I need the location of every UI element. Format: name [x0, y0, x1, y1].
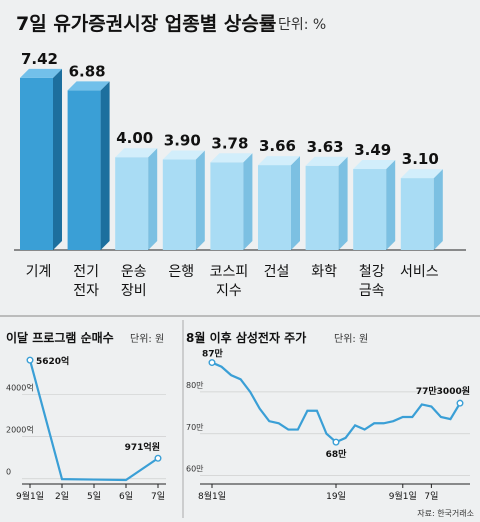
bar-side — [53, 68, 62, 250]
left-point-marker — [26, 356, 34, 364]
samsung-price-chart: 8월 이후 삼성전자 주가 단위: 원 60만 70만 80만 8월1일 19일 9월1일… — [186, 330, 474, 518]
category-label: 전기 — [73, 264, 99, 280]
bar-side — [100, 81, 110, 250]
bar-side — [386, 160, 396, 250]
bar-top — [353, 160, 396, 170]
left-x-tick: 6일 — [119, 491, 133, 502]
bar-4 — [210, 153, 253, 250]
bar-2 — [115, 148, 158, 250]
category-label: 건설 — [264, 264, 290, 280]
chart-unit: 단위: % — [278, 17, 326, 33]
samsung-price-line — [211, 361, 461, 444]
category-label: 철강 — [359, 264, 385, 280]
left-x-tick: 2일 — [55, 491, 69, 502]
bar-front — [400, 178, 434, 250]
category-label: 지수 — [216, 283, 242, 299]
category-label: 장비 — [121, 283, 147, 299]
category-label: 전자 — [73, 283, 99, 299]
bar-side — [291, 156, 300, 250]
bar-value-label: 7.42 — [21, 50, 58, 68]
bar-top — [400, 169, 443, 179]
bar-top — [115, 148, 158, 158]
bar-front — [305, 165, 339, 250]
right-x-tick: 8월1일 — [198, 490, 226, 502]
program-trading-chart: 이달 프로그램 순매수 단위: 원 0 2000억 4000억 9월1일 5620억 2일… — [6, 330, 166, 502]
right-x-tick: 19일 — [326, 491, 346, 502]
bar-top — [20, 68, 62, 78]
bar-top — [67, 81, 110, 91]
bar-top — [258, 156, 300, 166]
bar-7 — [353, 160, 396, 250]
right-y-tick: 80만 — [186, 381, 204, 390]
right-x-tick: 7일 — [424, 491, 438, 502]
bar-side — [243, 153, 253, 250]
bar-front — [115, 157, 149, 250]
bar-value-label: 3.10 — [402, 150, 439, 168]
category-label: 코스피 — [210, 264, 249, 280]
category-label: 화학 — [311, 264, 337, 280]
bar-value-label: 3.63 — [307, 138, 344, 156]
left-point-label: 971억원 — [125, 441, 160, 453]
bar-3 — [162, 150, 205, 250]
bar-top — [162, 150, 205, 160]
left-x-tick: 5일 — [87, 491, 101, 502]
bar-side — [433, 169, 443, 250]
bar-front — [162, 159, 196, 250]
category-label: 운송 — [121, 264, 147, 280]
right-point-label: 87만 — [202, 348, 224, 360]
bar-front — [20, 77, 53, 250]
bar-1 — [67, 81, 110, 250]
bar-value-label: 6.88 — [69, 62, 106, 80]
bar-value-label: 4.00 — [116, 129, 153, 147]
right-y-tick: 70만 — [186, 423, 204, 432]
program-trading-title: 이달 프로그램 순매수 — [6, 330, 114, 345]
bar-front — [67, 90, 101, 250]
bar-0 — [20, 68, 62, 250]
bar-top — [210, 153, 253, 163]
bar-top — [305, 156, 348, 166]
bar-value-label: 3.90 — [164, 132, 201, 150]
right-point-marker — [208, 359, 216, 367]
left-x-tick: 9월1일 — [16, 490, 44, 502]
right-y-tick: 60만 — [186, 465, 204, 474]
left-x-tick: 7일 — [151, 491, 165, 502]
category-label: 서비스 — [400, 264, 439, 280]
category-label: 금속 — [359, 283, 385, 299]
right-point-marker — [456, 399, 464, 407]
program-trading-unit: 단위: 원 — [130, 332, 164, 345]
bar-front — [210, 162, 244, 250]
left-y-tick: 2000억 — [6, 425, 34, 435]
category-label: 은행 — [168, 264, 194, 280]
left-point-label: 5620억 — [36, 355, 69, 367]
bar-value-label: 3.78 — [211, 134, 248, 152]
left-y-tick: 4000억 — [6, 382, 34, 392]
right-point-label: 68만 — [326, 448, 348, 460]
chart-title: 7일 유가증권시장 업종별 상승률 — [16, 13, 276, 35]
bar-side — [338, 156, 348, 250]
right-x-tick: 9월1일 — [389, 490, 417, 502]
program-trading-line — [28, 359, 159, 482]
bar-side — [195, 150, 205, 250]
right-point-label: 77만3000원 — [416, 385, 470, 397]
bar-8 — [400, 169, 443, 250]
category-label: 기계 — [26, 264, 52, 280]
source-note: 자료: 한국거래소 — [417, 509, 474, 518]
bar-6 — [305, 156, 348, 250]
samsung-price-title: 8월 이후 삼성전자 주가 — [186, 330, 306, 345]
samsung-price-unit: 단위: 원 — [334, 332, 368, 345]
bar-value-label: 3.49 — [354, 141, 391, 159]
bar-side — [148, 148, 158, 250]
bar-value-label: 3.66 — [259, 137, 296, 155]
left-point-marker — [154, 454, 162, 462]
bar-front — [353, 169, 387, 250]
bar-front — [258, 165, 291, 250]
right-point-marker — [332, 438, 340, 446]
left-y-tick: 0 — [6, 468, 11, 477]
mini-charts-panel: 이달 프로그램 순매수 단위: 원 0 2000억 4000억 9월1일 5620억 2일… — [6, 320, 474, 518]
bar-5 — [258, 156, 300, 250]
